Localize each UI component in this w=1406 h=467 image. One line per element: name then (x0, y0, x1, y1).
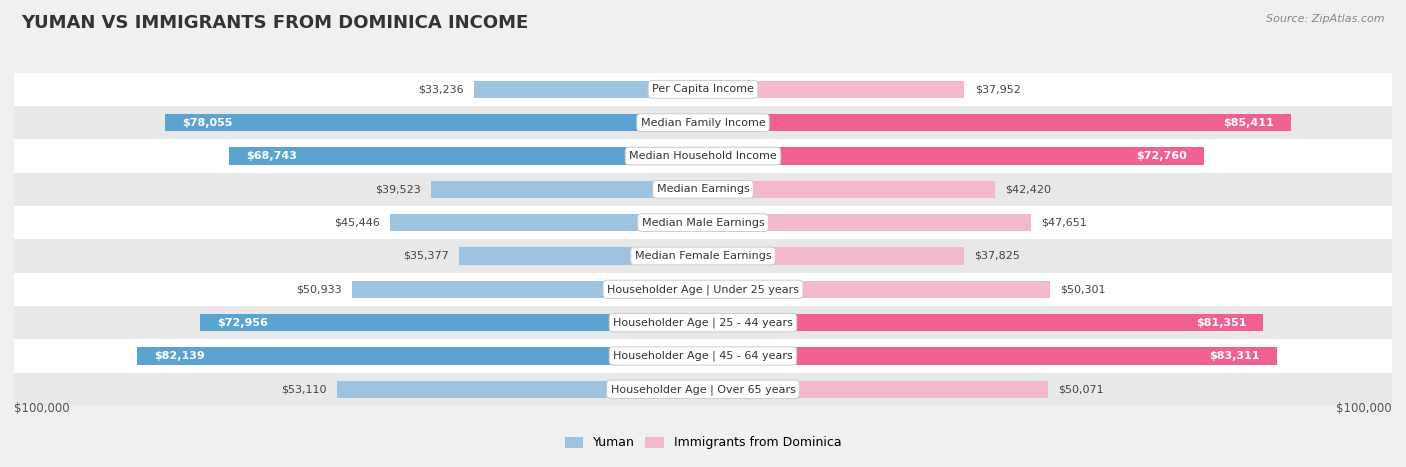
Bar (430, 181, 703, 198)
Text: $50,301: $50,301 (1060, 284, 1105, 294)
Text: $45,446: $45,446 (333, 218, 380, 228)
Bar (166, 114, 703, 131)
Text: $83,311: $83,311 (1209, 351, 1260, 361)
Bar (14, 206, 1392, 239)
Text: YUMAN VS IMMIGRANTS FROM DOMINICA INCOME: YUMAN VS IMMIGRANTS FROM DOMINICA INCOME (21, 14, 529, 32)
Text: $82,139: $82,139 (155, 351, 205, 361)
Text: $37,825: $37,825 (974, 251, 1019, 261)
Bar (14, 373, 1392, 406)
Bar (14, 273, 1392, 306)
Text: Per Capita Income: Per Capita Income (652, 85, 754, 94)
Text: Median Male Earnings: Median Male Earnings (641, 218, 765, 228)
Text: $53,110: $53,110 (281, 384, 326, 394)
Bar (138, 347, 703, 365)
Text: $78,055: $78,055 (183, 118, 233, 127)
Text: Householder Age | Under 25 years: Householder Age | Under 25 years (607, 284, 799, 295)
Bar (703, 381, 1047, 398)
Bar (460, 248, 703, 265)
Text: Source: ZipAtlas.com: Source: ZipAtlas.com (1267, 14, 1385, 24)
Text: $33,236: $33,236 (418, 85, 464, 94)
Bar (703, 214, 1031, 231)
Bar (703, 181, 995, 198)
Text: $42,420: $42,420 (1005, 184, 1052, 194)
Text: $37,952: $37,952 (974, 85, 1021, 94)
Text: Householder Age | 25 - 44 years: Householder Age | 25 - 44 years (613, 318, 793, 328)
Bar (389, 214, 703, 231)
Bar (14, 306, 1392, 340)
Text: $100,000: $100,000 (14, 402, 70, 415)
Bar (14, 340, 1392, 373)
Bar (703, 314, 1264, 331)
Bar (14, 239, 1392, 273)
Text: $72,956: $72,956 (218, 318, 269, 328)
Bar (703, 281, 1049, 298)
Bar (703, 114, 1292, 131)
Text: $39,523: $39,523 (374, 184, 420, 194)
Text: Median Household Income: Median Household Income (628, 151, 778, 161)
Bar (14, 139, 1392, 173)
Text: Householder Age | Over 65 years: Householder Age | Over 65 years (610, 384, 796, 395)
Text: Median Earnings: Median Earnings (657, 184, 749, 194)
Bar (703, 347, 1277, 365)
Text: $68,743: $68,743 (246, 151, 298, 161)
Bar (14, 73, 1392, 106)
Text: $47,651: $47,651 (1042, 218, 1087, 228)
Text: $35,377: $35,377 (404, 251, 449, 261)
Bar (229, 148, 703, 165)
Text: $85,411: $85,411 (1223, 118, 1274, 127)
Text: Median Family Income: Median Family Income (641, 118, 765, 127)
Text: $72,760: $72,760 (1136, 151, 1187, 161)
Bar (703, 81, 965, 98)
Text: $50,933: $50,933 (297, 284, 342, 294)
Bar (14, 173, 1392, 206)
Bar (14, 106, 1392, 139)
Text: Median Female Earnings: Median Female Earnings (634, 251, 772, 261)
Bar (703, 148, 1205, 165)
Text: Householder Age | 45 - 64 years: Householder Age | 45 - 64 years (613, 351, 793, 361)
Bar (352, 281, 703, 298)
Bar (337, 381, 703, 398)
Bar (703, 248, 963, 265)
Text: $81,351: $81,351 (1195, 318, 1246, 328)
Text: $100,000: $100,000 (1336, 402, 1392, 415)
Bar (201, 314, 703, 331)
Bar (474, 81, 703, 98)
Legend: Yuman, Immigrants from Dominica: Yuman, Immigrants from Dominica (560, 432, 846, 454)
Text: $50,071: $50,071 (1059, 384, 1104, 394)
